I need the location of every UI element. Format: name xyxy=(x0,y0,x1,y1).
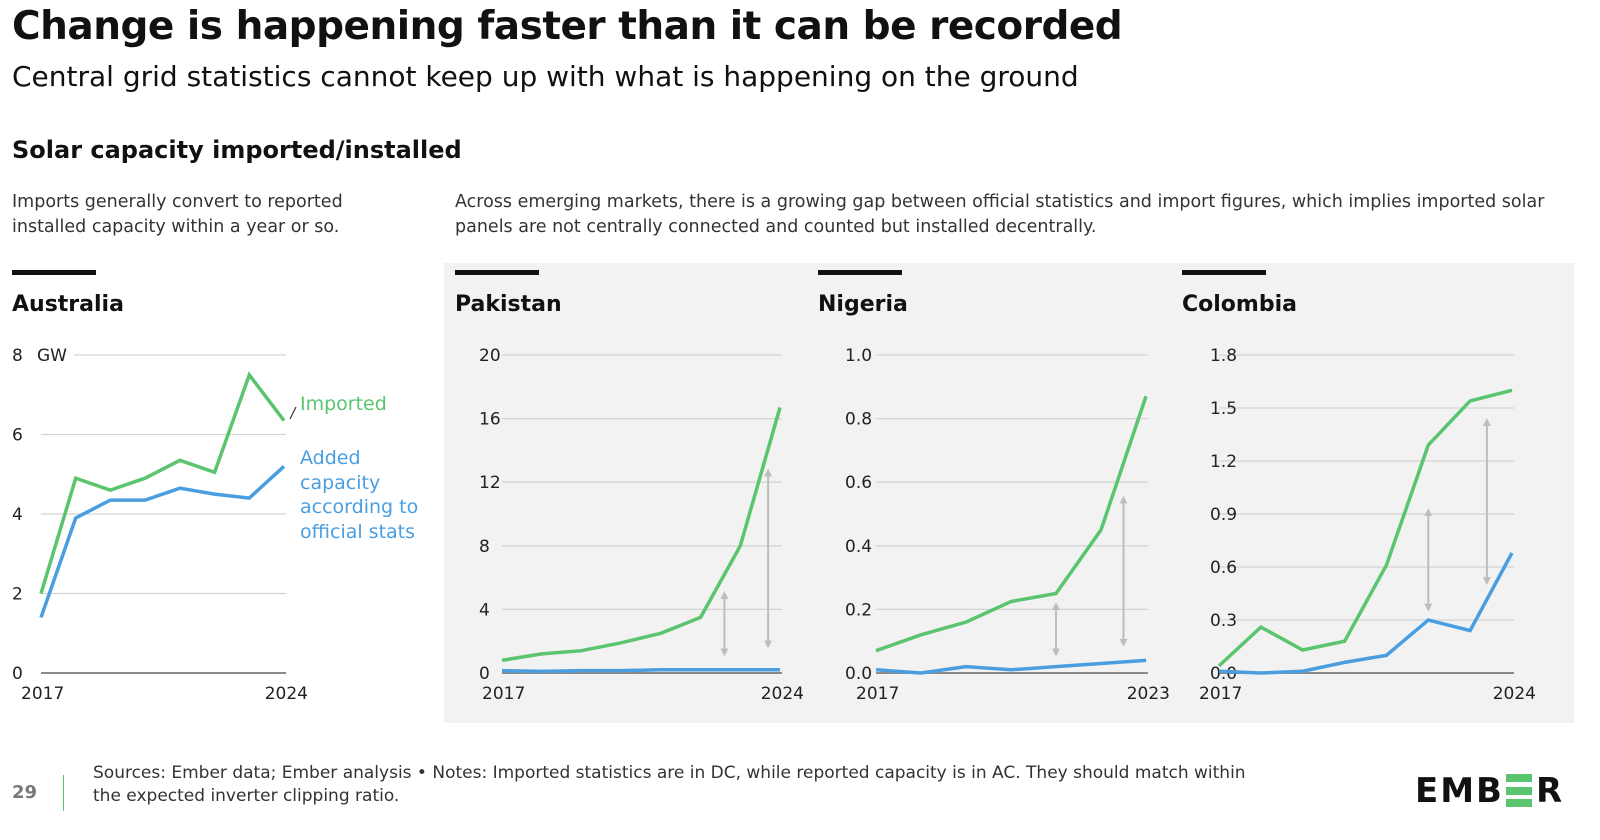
y-tick-label: 0.8 xyxy=(845,410,872,430)
footer-divider xyxy=(63,775,64,811)
y-tick-label: 1.2 xyxy=(1210,452,1237,472)
page-number: 29 xyxy=(12,782,38,803)
x-tick-label: 2023 xyxy=(1127,684,1170,704)
y-tick-label: 1.8 xyxy=(1210,346,1237,366)
chart-title: Colombia xyxy=(1182,292,1297,317)
imported-line-nigeria xyxy=(875,395,1148,653)
chart-title: Pakistan xyxy=(455,292,562,317)
y-tick-label: 0.3 xyxy=(1210,611,1237,631)
x-tick-label: 2017 xyxy=(856,684,899,704)
legend-official-line: Added xyxy=(300,447,361,469)
official-line-colombia xyxy=(1218,552,1514,675)
y-unit-label: GW xyxy=(37,346,67,366)
x-tick-label: 2024 xyxy=(1493,684,1536,704)
chart-title: Nigeria xyxy=(818,292,908,317)
page-subtitle: Central grid statistics cannot keep up w… xyxy=(12,60,1079,93)
y-tick-label: 0 xyxy=(12,664,23,684)
chart-title-bar xyxy=(818,270,902,275)
chart-title-bar xyxy=(1182,270,1266,275)
y-tick-label: 0.0 xyxy=(845,664,872,684)
emerging-markets-panel xyxy=(444,263,1574,723)
y-tick-label: 4 xyxy=(479,600,490,620)
y-tick-label: 1.5 xyxy=(1210,399,1237,419)
legend-imported: Imported xyxy=(300,393,387,415)
y-tick-label: 4 xyxy=(12,505,23,525)
imported-line-pakistan xyxy=(501,407,782,663)
official-line-pakistan xyxy=(501,668,780,674)
left-description: Imports generally convert to reported in… xyxy=(12,192,343,237)
y-tick-label: 0.9 xyxy=(1210,505,1237,525)
y-tick-label: 8 xyxy=(12,346,23,366)
y-tick-label: 20 xyxy=(479,346,501,366)
y-tick-label: 16 xyxy=(479,410,501,430)
x-tick-label: 2017 xyxy=(482,684,525,704)
x-tick-label: 2017 xyxy=(1199,684,1242,704)
y-tick-label: 0.2 xyxy=(845,600,872,620)
official-line-nigeria xyxy=(875,658,1147,675)
x-tick-label: 2017 xyxy=(21,684,64,704)
legend-official-line: capacity xyxy=(300,471,381,494)
legend-leader-line xyxy=(289,406,297,420)
y-tick-label: 8 xyxy=(479,537,490,557)
x-tick-label: 2024 xyxy=(761,684,804,704)
y-tick-label: 0.4 xyxy=(845,537,872,557)
imported-line-australia xyxy=(39,371,286,595)
y-tick-label: 0.6 xyxy=(845,473,872,493)
y-tick-label: 0.6 xyxy=(1210,558,1237,578)
y-tick-label: 2 xyxy=(12,585,23,605)
official-line-australia xyxy=(39,465,286,618)
y-tick-label: 6 xyxy=(12,426,23,446)
y-tick-label: 1.0 xyxy=(845,346,872,366)
legend-official: Added capacity according to official sta… xyxy=(300,446,418,544)
x-tick-label: 2024 xyxy=(265,684,308,704)
logo-text-emb: EMB xyxy=(1415,771,1504,811)
y-tick-label: 12 xyxy=(479,473,501,493)
section-title: Solar capacity imported/installed xyxy=(12,136,462,164)
imported-line-colombia xyxy=(1217,388,1513,668)
chart-title-bar xyxy=(12,270,96,275)
chart-title-bar xyxy=(455,270,539,275)
y-tick-label: 0 xyxy=(479,664,490,684)
page-title: Change is happening faster than it can b… xyxy=(12,4,1123,49)
ember-logo: EMB R xyxy=(1415,773,1564,809)
legend-official-line: official stats xyxy=(300,520,416,543)
y-tick-label: 0.0 xyxy=(1210,664,1237,684)
logo-text-r: R xyxy=(1535,771,1565,811)
right-description: Across emerging markets, there is a grow… xyxy=(455,192,1545,237)
logo-green-e-icon xyxy=(1505,774,1532,807)
footer-sources: Sources: Ember data; Ember analysis • No… xyxy=(93,763,1246,806)
legend-official-line: according to xyxy=(300,496,419,518)
chart-title: Australia xyxy=(12,292,124,317)
